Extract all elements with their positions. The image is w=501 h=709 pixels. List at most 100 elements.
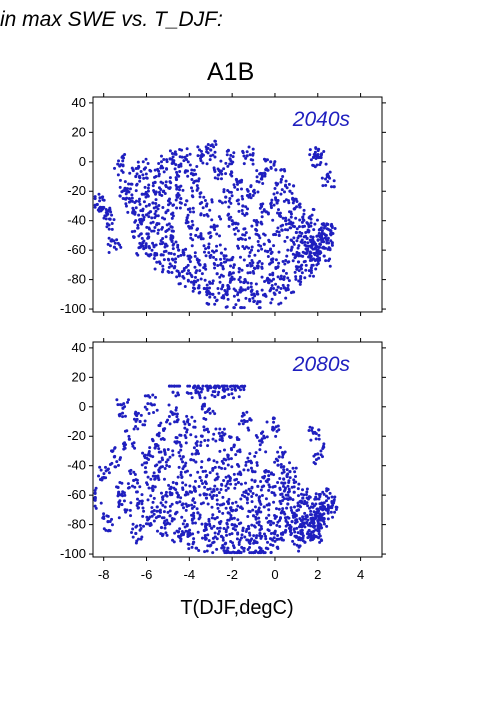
data-point [179, 539, 183, 543]
data-point [97, 209, 101, 213]
data-point [119, 245, 123, 249]
data-point [130, 230, 134, 234]
data-point [255, 290, 259, 294]
data-point [236, 298, 241, 302]
data-point [159, 166, 163, 170]
x-tick-label: -8 [98, 567, 110, 582]
data-point [225, 153, 229, 157]
data-point [226, 546, 230, 550]
data-point [297, 545, 301, 549]
data-point [153, 168, 157, 172]
data-point [161, 503, 165, 507]
data-point [300, 271, 304, 275]
data-point [236, 222, 240, 226]
data-point [171, 211, 175, 215]
data-point [164, 500, 168, 504]
data-point [260, 275, 264, 279]
data-point [279, 274, 283, 278]
data-point [160, 270, 164, 274]
data-point [115, 460, 119, 464]
data-point [322, 149, 326, 153]
data-point [276, 450, 280, 454]
data-point [229, 482, 233, 486]
data-point [211, 153, 215, 157]
data-point [99, 468, 103, 472]
data-point [193, 251, 197, 255]
data-point [287, 516, 291, 520]
data-point [108, 529, 112, 533]
data-point [163, 526, 167, 530]
data-point [246, 492, 250, 496]
data-point [130, 531, 134, 535]
data-point [213, 484, 217, 488]
data-point [299, 267, 303, 271]
data-point [159, 491, 163, 495]
data-point [210, 490, 214, 494]
data-point [309, 537, 313, 541]
data-point [281, 455, 285, 459]
data-point [260, 247, 264, 251]
data-point [169, 384, 173, 388]
data-point [196, 227, 200, 231]
data-point [217, 509, 221, 513]
data-point [222, 256, 226, 260]
data-point [140, 192, 144, 196]
data-point [154, 474, 158, 478]
data-point [230, 388, 234, 392]
panel-label: 2080s [292, 353, 351, 376]
data-point [182, 276, 186, 280]
data-point [267, 488, 271, 492]
data-point [322, 522, 326, 526]
data-point [272, 500, 276, 504]
data-point [294, 514, 298, 518]
data-point [258, 534, 262, 538]
data-point [334, 507, 338, 511]
data-point [185, 430, 189, 434]
data-point [308, 274, 312, 278]
data-point [296, 260, 301, 264]
data-point [93, 489, 97, 493]
data-point [317, 245, 321, 249]
data-point [138, 220, 142, 224]
data-point [212, 225, 216, 229]
data-point [267, 513, 271, 517]
data-point [269, 537, 273, 541]
data-point [201, 161, 205, 165]
data-point [255, 463, 259, 467]
data-point [140, 236, 144, 240]
data-point [275, 288, 279, 292]
data-point [211, 279, 215, 283]
data-point [152, 206, 156, 210]
data-point [116, 173, 120, 177]
data-point [205, 202, 209, 206]
data-point [273, 460, 277, 464]
data-point [171, 155, 175, 159]
data-point [290, 520, 294, 524]
data-point [158, 192, 162, 196]
data-point [220, 482, 224, 486]
data-point [203, 263, 207, 267]
data-point [157, 509, 161, 513]
data-point [326, 238, 330, 242]
data-point [277, 213, 281, 217]
data-point [122, 499, 126, 503]
data-point [309, 266, 313, 270]
data-point [249, 196, 253, 200]
data-point [279, 168, 283, 172]
data-point [229, 190, 233, 194]
data-point [314, 146, 318, 150]
data-point [267, 281, 271, 285]
data-point [173, 420, 177, 424]
data-point [283, 262, 287, 266]
data-point [236, 463, 240, 467]
data-point [175, 193, 179, 197]
data-point [259, 510, 263, 514]
data-point [237, 237, 241, 241]
data-point [174, 394, 178, 398]
data-point [164, 235, 168, 239]
data-point [277, 537, 281, 541]
data-point [138, 202, 142, 206]
data-point [221, 283, 225, 287]
data-point [166, 199, 170, 203]
data-point [200, 522, 204, 526]
